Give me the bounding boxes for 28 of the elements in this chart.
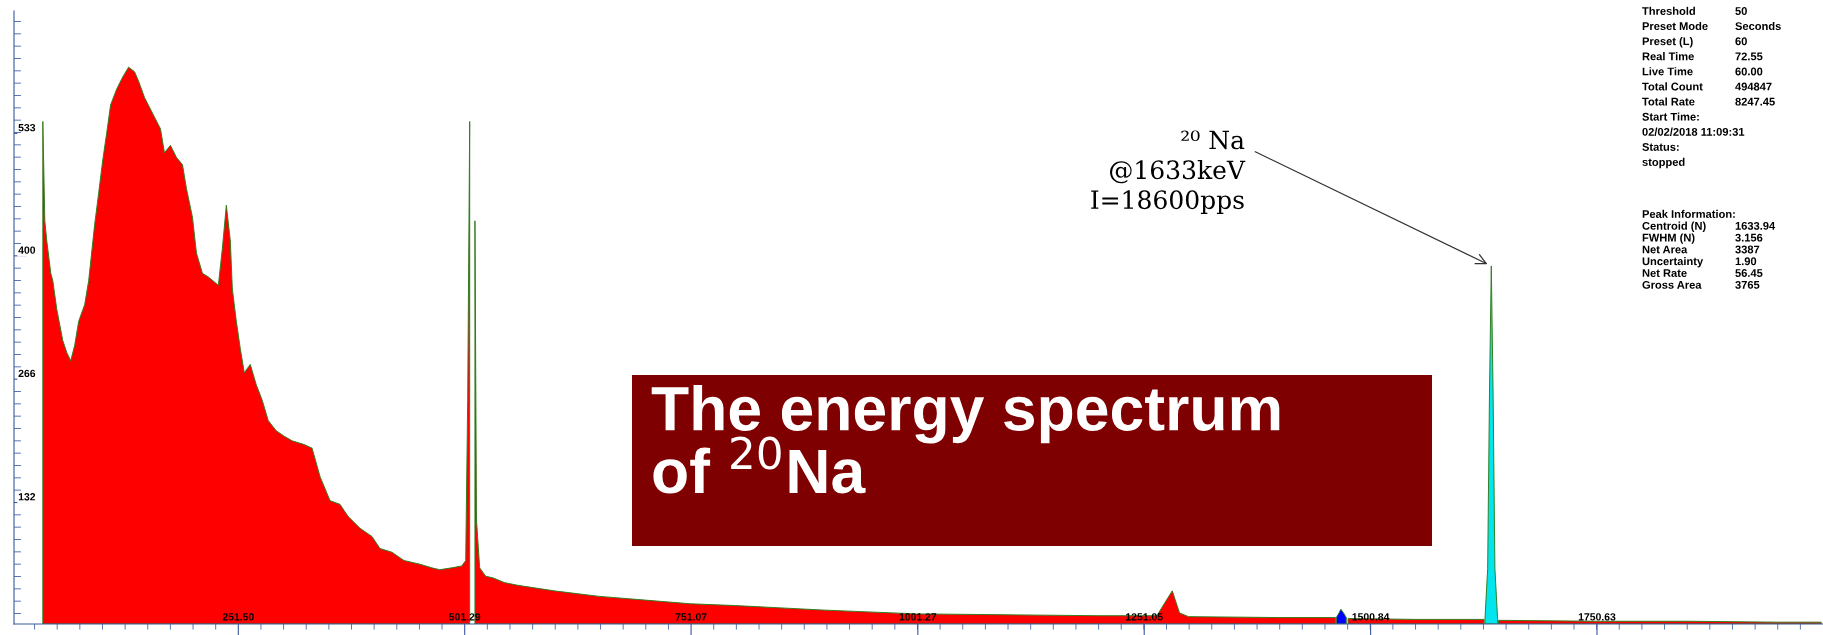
text: Total Rate 8247.45 — [1642, 97, 1775, 106]
text: The energy spectrum of $^{20}$Na — [651, 385, 1280, 494]
text: Net Area 3387 — [1642, 245, 1760, 254]
text: Preset Mode Seconds — [1642, 21, 1781, 31]
text: FWHM (N) 3.156 — [1642, 233, 1763, 244]
annotation: stopped — [1642, 157, 1685, 169]
y-tick-label: 132 — [18, 493, 36, 501]
x-tick-label: 751.07 — [675, 613, 707, 621]
annotation: ²⁰ Na @1633keV I=18600pps — [1091, 130, 1246, 214]
text: Uncertainty 1.90 — [1642, 257, 1757, 268]
text: Preset (L) 60 — [1642, 37, 1747, 48]
text: Live Time 60.00 — [1642, 67, 1763, 76]
text: Net Rate 56.45 — [1642, 269, 1763, 277]
text: Real Time 72.55 — [1642, 52, 1763, 61]
annotation: Status: — [1642, 143, 1679, 151]
x-tick-label: 251.50 — [222, 613, 254, 621]
y-tick-label: 266 — [18, 369, 36, 378]
y-tick-label: 400 — [18, 246, 36, 254]
annotation: 02/02/2018 11:09:31 — [1642, 127, 1745, 136]
x-tick-label: 1001.27 — [899, 613, 937, 621]
text: Total Count 494847 — [1642, 82, 1772, 91]
annotation: Start Time: — [1642, 112, 1699, 121]
text: Centroid (N) 1633.94 — [1642, 221, 1776, 232]
x-tick-label: 1750.63 — [1578, 613, 1616, 621]
text: Threshold 50 — [1642, 6, 1747, 15]
y-tick-label: 533 — [18, 123, 36, 132]
text: Gross Area 3765 — [1642, 280, 1760, 289]
annotation: Peak Information: — [1642, 209, 1735, 218]
